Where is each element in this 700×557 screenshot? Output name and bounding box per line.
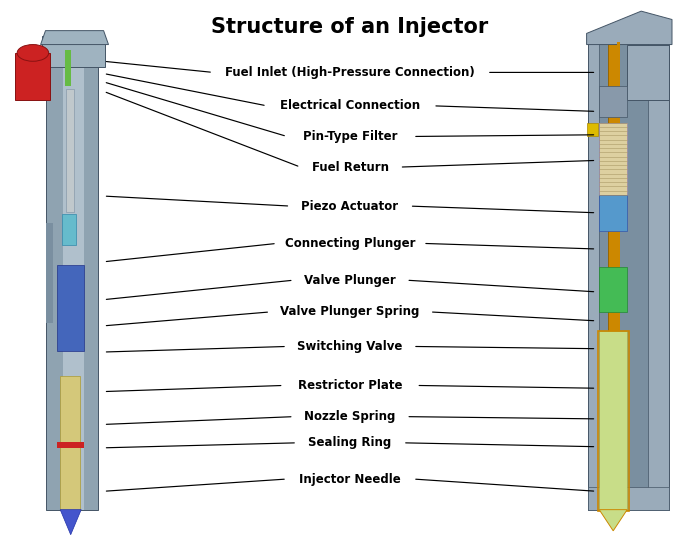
Bar	[63, 47, 84, 510]
Text: Valve Plunger Spring: Valve Plunger Spring	[280, 305, 420, 319]
Text: Fuel Return: Fuel Return	[312, 160, 388, 174]
Ellipse shape	[17, 45, 49, 61]
Text: Restrictor Plate: Restrictor Plate	[298, 379, 402, 392]
Polygon shape	[599, 510, 627, 531]
Bar	[599, 267, 627, 312]
Text: Sealing Ring: Sealing Ring	[309, 436, 391, 449]
Text: Nozzle Spring: Nozzle Spring	[304, 410, 395, 423]
Bar	[598, 331, 629, 511]
Bar	[66, 89, 74, 212]
Text: Fuel Inlet (High-Pressure Connection): Fuel Inlet (High-Pressure Connection)	[225, 66, 475, 79]
Text: Pin-Type Filter: Pin-Type Filter	[302, 130, 398, 143]
Bar	[46, 47, 98, 510]
Bar	[599, 86, 627, 117]
Bar	[588, 42, 668, 510]
Text: Switching Valve: Switching Valve	[298, 340, 402, 353]
Bar	[617, 42, 620, 510]
Bar	[608, 42, 617, 510]
Bar	[46, 223, 52, 323]
Bar	[57, 265, 84, 351]
Text: Electrical Connection: Electrical Connection	[280, 99, 420, 113]
Polygon shape	[587, 11, 672, 45]
Text: Structure of an Injector: Structure of an Injector	[211, 17, 489, 37]
Bar	[598, 42, 648, 510]
Bar	[599, 331, 627, 510]
Bar	[57, 442, 84, 448]
Polygon shape	[41, 31, 108, 45]
Text: Injector Needle: Injector Needle	[299, 472, 401, 486]
Text: Valve Plunger: Valve Plunger	[304, 273, 396, 287]
Text: Connecting Plunger: Connecting Plunger	[285, 237, 415, 250]
Bar	[599, 123, 627, 195]
Bar	[65, 50, 71, 86]
Bar	[599, 195, 627, 231]
Bar	[60, 376, 80, 510]
Bar	[15, 53, 50, 100]
Text: Piezo Actuator: Piezo Actuator	[302, 199, 398, 213]
Bar	[626, 45, 668, 100]
Polygon shape	[60, 510, 81, 535]
Bar	[42, 36, 105, 67]
Bar	[587, 123, 598, 136]
Bar	[588, 487, 668, 510]
Bar	[62, 214, 76, 245]
